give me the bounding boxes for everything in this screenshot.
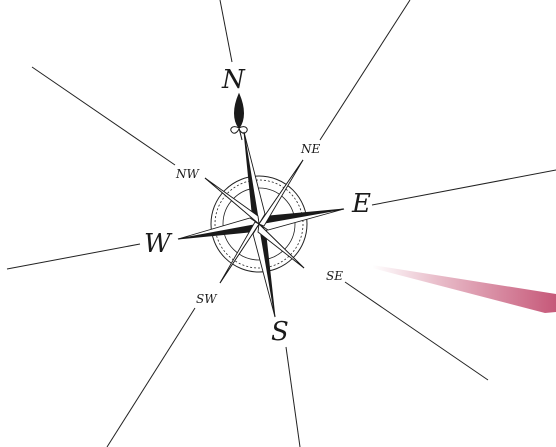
ray-northeast xyxy=(319,0,411,141)
ray-east xyxy=(371,169,556,206)
label-east: E xyxy=(351,189,371,219)
heading-pointer xyxy=(372,265,556,313)
label-north: N xyxy=(221,65,246,95)
ray-northwest xyxy=(31,66,176,166)
point-southwest xyxy=(219,221,260,284)
point-west xyxy=(177,217,261,240)
point-southeast xyxy=(257,223,305,269)
ray-west xyxy=(6,243,141,270)
compass-rays xyxy=(6,0,556,447)
compass-star xyxy=(177,131,345,318)
north-fleur-icon xyxy=(230,92,248,141)
point-north xyxy=(243,131,266,226)
direction-labels: N E S W NE SE SW NW xyxy=(144,65,371,347)
label-west: W xyxy=(144,229,173,259)
ray-north xyxy=(219,0,233,63)
point-northeast xyxy=(258,159,304,227)
ray-south xyxy=(285,346,301,447)
label-south: S xyxy=(271,317,289,347)
label-southeast: SE xyxy=(326,269,343,283)
label-southwest: SW xyxy=(196,292,218,306)
point-northwest xyxy=(204,177,260,226)
ray-southwest xyxy=(106,307,196,447)
label-northwest: NW xyxy=(175,167,201,181)
label-northeast: NE xyxy=(300,142,321,156)
ray-southeast xyxy=(344,281,489,381)
